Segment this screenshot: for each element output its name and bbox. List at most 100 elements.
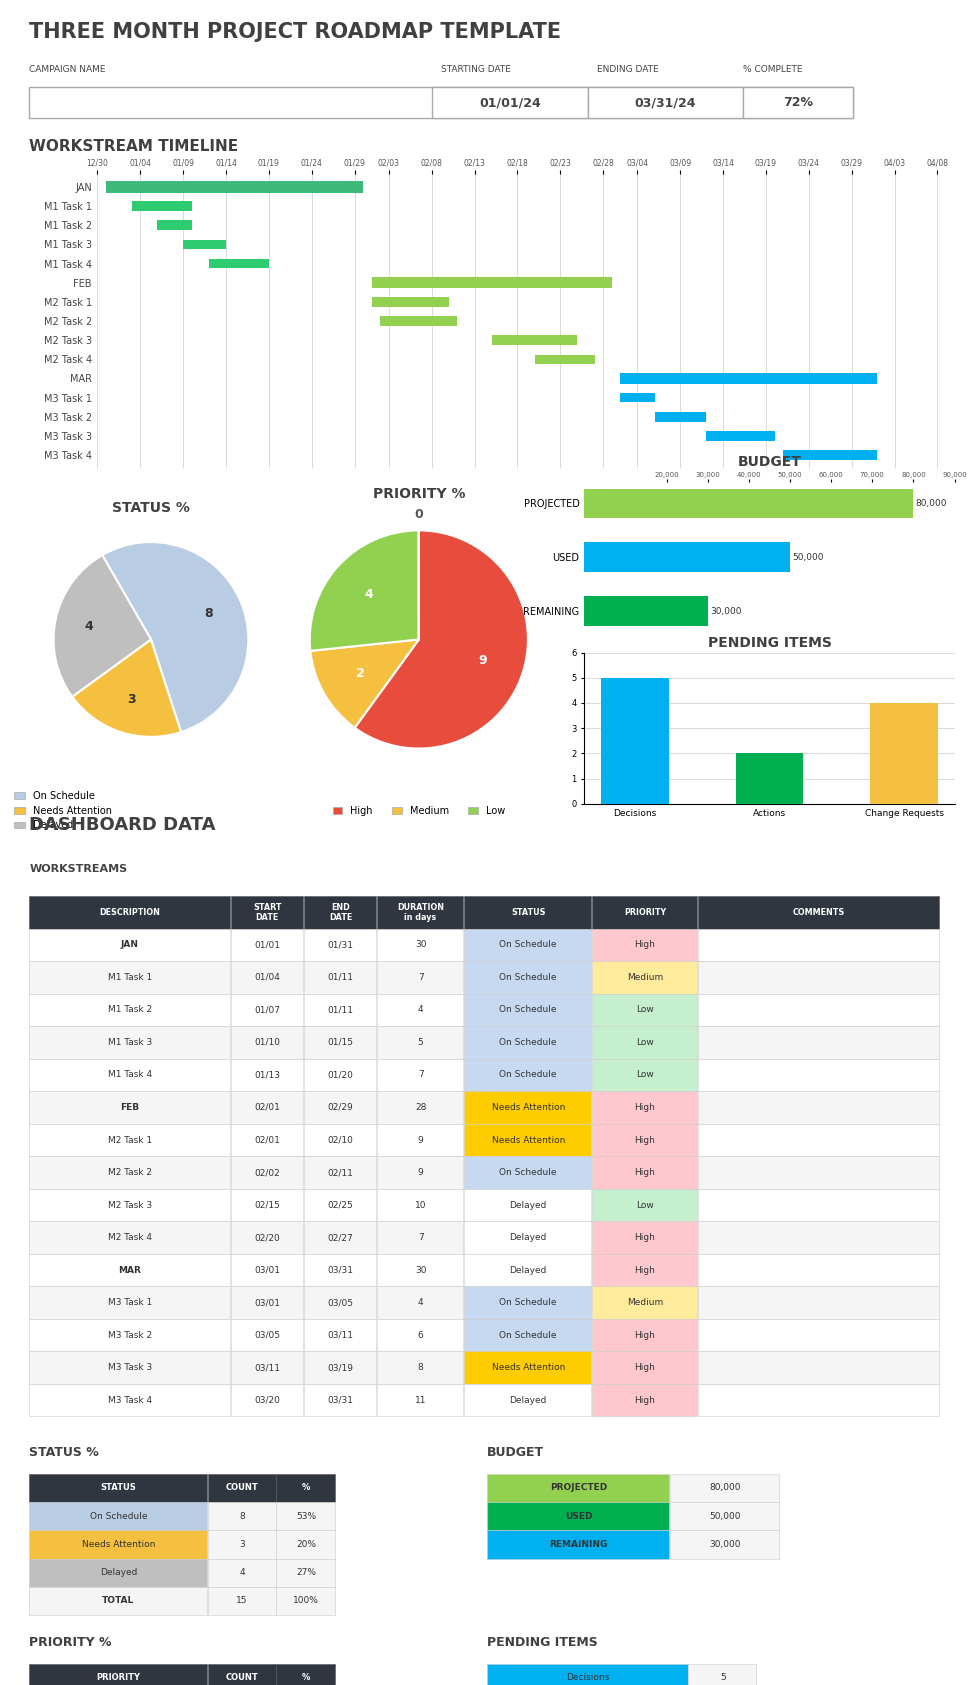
Text: 8: 8 bbox=[418, 1363, 424, 1372]
Text: TOTAL: TOTAL bbox=[102, 1596, 134, 1606]
Bar bbox=[465, 1383, 591, 1417]
Bar bbox=[592, 960, 696, 994]
Text: On Schedule: On Schedule bbox=[500, 1168, 557, 1178]
Text: 3: 3 bbox=[240, 1540, 245, 1549]
Bar bbox=[592, 1058, 696, 1092]
Bar bbox=[377, 928, 464, 960]
Bar bbox=[697, 1319, 939, 1351]
Text: High: High bbox=[634, 1104, 656, 1112]
Text: FEB: FEB bbox=[121, 1104, 139, 1112]
Text: 20%: 20% bbox=[296, 1540, 317, 1549]
Text: Low: Low bbox=[636, 1038, 654, 1046]
Text: Decisions: Decisions bbox=[566, 1673, 610, 1683]
Bar bbox=[304, 1124, 376, 1156]
Bar bbox=[380, 317, 458, 325]
Text: 02/29: 02/29 bbox=[327, 1104, 354, 1112]
Bar bbox=[207, 1587, 276, 1616]
Text: Delayed: Delayed bbox=[509, 1201, 546, 1210]
Bar bbox=[29, 1092, 230, 1124]
Text: 3: 3 bbox=[127, 693, 135, 706]
Bar bbox=[231, 994, 303, 1026]
Text: 8: 8 bbox=[240, 1511, 245, 1522]
Text: Needs Attention: Needs Attention bbox=[492, 1136, 565, 1144]
Text: % COMPLETE: % COMPLETE bbox=[743, 66, 803, 74]
Text: 02/11: 02/11 bbox=[327, 1168, 354, 1178]
Bar bbox=[29, 1026, 230, 1058]
Bar bbox=[592, 1254, 696, 1286]
Bar bbox=[29, 1190, 230, 1222]
Text: 03/01: 03/01 bbox=[254, 1265, 281, 1274]
Legend: High, Medium, Low: High, Medium, Low bbox=[329, 802, 508, 821]
Text: WORKSTREAM TIMELINE: WORKSTREAM TIMELINE bbox=[29, 140, 239, 155]
Bar bbox=[465, 1156, 591, 1190]
Bar bbox=[207, 1559, 276, 1587]
Text: M1 Task 4: M1 Task 4 bbox=[108, 1070, 152, 1080]
Text: M2 Task 2: M2 Task 2 bbox=[108, 1168, 152, 1178]
Bar bbox=[487, 1530, 669, 1559]
Bar bbox=[592, 1124, 696, 1156]
Text: COMMENTS: COMMENTS bbox=[793, 908, 845, 917]
Bar bbox=[29, 1156, 230, 1190]
Bar bbox=[697, 896, 939, 928]
Text: 5: 5 bbox=[418, 1038, 424, 1046]
Bar bbox=[231, 896, 303, 928]
Text: %: % bbox=[302, 1483, 311, 1493]
Text: BUDGET: BUDGET bbox=[487, 1446, 544, 1459]
Text: High: High bbox=[634, 1233, 656, 1242]
Bar bbox=[465, 994, 591, 1026]
FancyBboxPatch shape bbox=[432, 88, 587, 118]
Text: 72%: 72% bbox=[783, 96, 813, 110]
Bar bbox=[584, 596, 708, 627]
Bar bbox=[231, 1124, 303, 1156]
Bar bbox=[277, 1501, 335, 1530]
Bar bbox=[377, 960, 464, 994]
Text: END
DATE: END DATE bbox=[329, 903, 353, 922]
Text: Low: Low bbox=[636, 1201, 654, 1210]
Bar bbox=[304, 1222, 376, 1254]
FancyBboxPatch shape bbox=[587, 88, 743, 118]
Bar bbox=[231, 1190, 303, 1222]
Bar bbox=[592, 1026, 696, 1058]
Text: 4: 4 bbox=[418, 1006, 424, 1014]
Bar bbox=[231, 1058, 303, 1092]
Bar bbox=[697, 1286, 939, 1319]
Bar bbox=[697, 928, 939, 960]
Text: M3 Task 2: M3 Task 2 bbox=[108, 1331, 152, 1340]
Bar bbox=[106, 182, 363, 192]
Text: 01/01/24: 01/01/24 bbox=[479, 96, 541, 110]
Bar bbox=[377, 1383, 464, 1417]
Bar bbox=[465, 1254, 591, 1286]
Bar bbox=[592, 1092, 696, 1124]
Bar bbox=[29, 1222, 230, 1254]
Bar bbox=[465, 1124, 591, 1156]
Text: M3 Task 3: M3 Task 3 bbox=[108, 1363, 152, 1372]
Bar bbox=[183, 239, 226, 249]
Wedge shape bbox=[311, 640, 419, 728]
Bar bbox=[29, 1663, 206, 1685]
Bar bbox=[592, 1222, 696, 1254]
Text: %: % bbox=[302, 1673, 311, 1683]
Wedge shape bbox=[72, 640, 181, 736]
Bar bbox=[697, 960, 939, 994]
Bar bbox=[465, 1058, 591, 1092]
Bar bbox=[377, 1254, 464, 1286]
Bar bbox=[592, 1383, 696, 1417]
Text: Low: Low bbox=[636, 1070, 654, 1080]
Text: On Schedule: On Schedule bbox=[500, 1331, 557, 1340]
Bar bbox=[231, 960, 303, 994]
Bar bbox=[304, 1190, 376, 1222]
Bar bbox=[697, 1058, 939, 1092]
Text: 80,000: 80,000 bbox=[916, 499, 948, 507]
Text: 4: 4 bbox=[240, 1569, 244, 1577]
Bar bbox=[697, 1383, 939, 1417]
Text: COUNT: COUNT bbox=[226, 1483, 258, 1493]
Text: 80,000: 80,000 bbox=[709, 1483, 741, 1493]
Bar bbox=[29, 1351, 230, 1383]
Bar bbox=[487, 1663, 688, 1685]
Text: DASHBOARD DATA: DASHBOARD DATA bbox=[29, 817, 215, 834]
Bar bbox=[465, 1286, 591, 1319]
Bar bbox=[29, 1319, 230, 1351]
Bar bbox=[231, 1026, 303, 1058]
Text: On Schedule: On Schedule bbox=[500, 1006, 557, 1014]
Bar bbox=[231, 1286, 303, 1319]
